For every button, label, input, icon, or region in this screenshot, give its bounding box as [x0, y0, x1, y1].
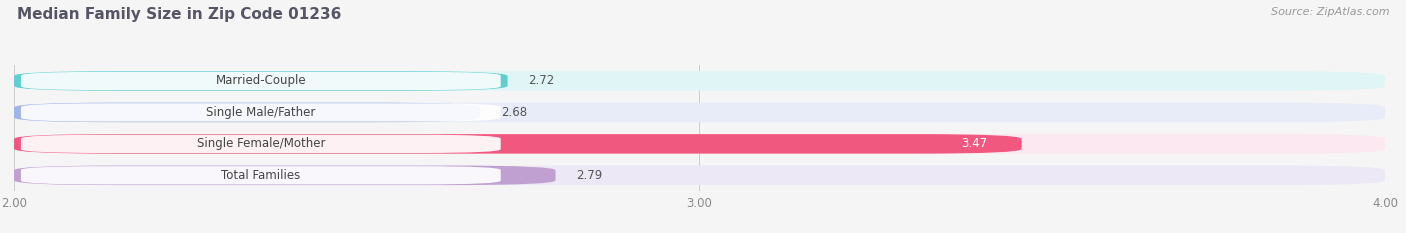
FancyBboxPatch shape [14, 134, 1022, 154]
FancyBboxPatch shape [14, 166, 1385, 185]
Text: Total Families: Total Families [221, 169, 301, 182]
FancyBboxPatch shape [21, 166, 501, 185]
Text: Source: ZipAtlas.com: Source: ZipAtlas.com [1271, 7, 1389, 17]
Text: Single Male/Father: Single Male/Father [207, 106, 315, 119]
FancyBboxPatch shape [14, 71, 508, 91]
FancyBboxPatch shape [21, 72, 501, 90]
Text: Median Family Size in Zip Code 01236: Median Family Size in Zip Code 01236 [17, 7, 342, 22]
FancyBboxPatch shape [21, 103, 501, 122]
Text: Single Female/Mother: Single Female/Mother [197, 137, 325, 150]
Text: 3.47: 3.47 [962, 137, 987, 150]
Text: Married-Couple: Married-Couple [215, 75, 307, 87]
FancyBboxPatch shape [14, 103, 1385, 122]
FancyBboxPatch shape [14, 134, 1385, 154]
FancyBboxPatch shape [14, 103, 481, 122]
Text: 2.79: 2.79 [576, 169, 602, 182]
Text: 2.68: 2.68 [501, 106, 527, 119]
Text: 2.72: 2.72 [529, 75, 554, 87]
FancyBboxPatch shape [14, 166, 555, 185]
FancyBboxPatch shape [21, 135, 501, 153]
FancyBboxPatch shape [14, 71, 1385, 91]
